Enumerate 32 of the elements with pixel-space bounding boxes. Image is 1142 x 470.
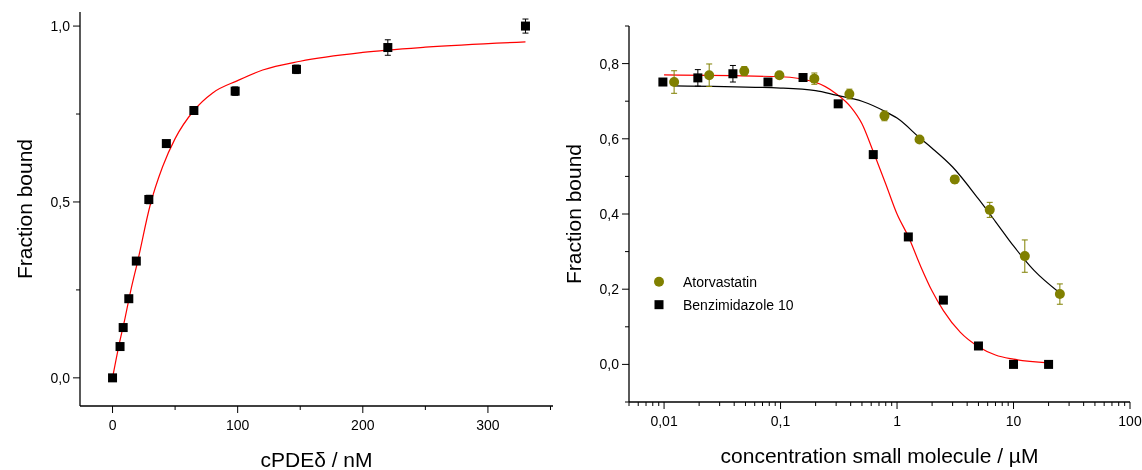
y-tick-label: 0,4	[599, 206, 620, 222]
y-tick-label: 0,8	[599, 55, 620, 72]
x-tick-label: 100	[1118, 413, 1142, 429]
point	[161, 139, 171, 149]
x-axis-title: cPDEδ / nM	[260, 448, 373, 470]
point	[189, 106, 199, 115]
y-tick-label: 0,0	[50, 369, 71, 386]
y-axis-title: Fraction bound	[13, 138, 36, 280]
x-axis-title: concentration small molecule / µM	[720, 444, 1039, 467]
x-tick-label: 0,1	[770, 413, 791, 429]
y-tick-label: 0,0	[599, 356, 620, 373]
x-tick-label: 200	[351, 417, 375, 433]
x-tick-label: 0	[108, 417, 117, 433]
y-axis-title: Fraction bound	[562, 143, 585, 285]
point	[131, 256, 141, 266]
point	[124, 294, 134, 304]
x-tick-label: 100	[225, 417, 250, 433]
y-tick-label: 0,2	[599, 281, 620, 298]
legend-label: Benzimidazole 10	[683, 296, 794, 313]
y-tick-label: 0,6	[599, 130, 620, 147]
point	[108, 373, 118, 383]
x-tick-label: 10	[1005, 413, 1022, 429]
point	[383, 43, 393, 53]
x-tick-label: 1	[893, 413, 902, 429]
legend-label: Atorvastatin	[683, 273, 757, 290]
y-tick-label: 1,0	[50, 18, 71, 35]
point	[520, 21, 530, 31]
x-tick-label: 0,01	[650, 413, 678, 429]
point	[115, 342, 125, 352]
y-tick-label: 0,5	[50, 193, 71, 210]
x-tick-label: 300	[476, 417, 500, 433]
point	[118, 323, 128, 333]
